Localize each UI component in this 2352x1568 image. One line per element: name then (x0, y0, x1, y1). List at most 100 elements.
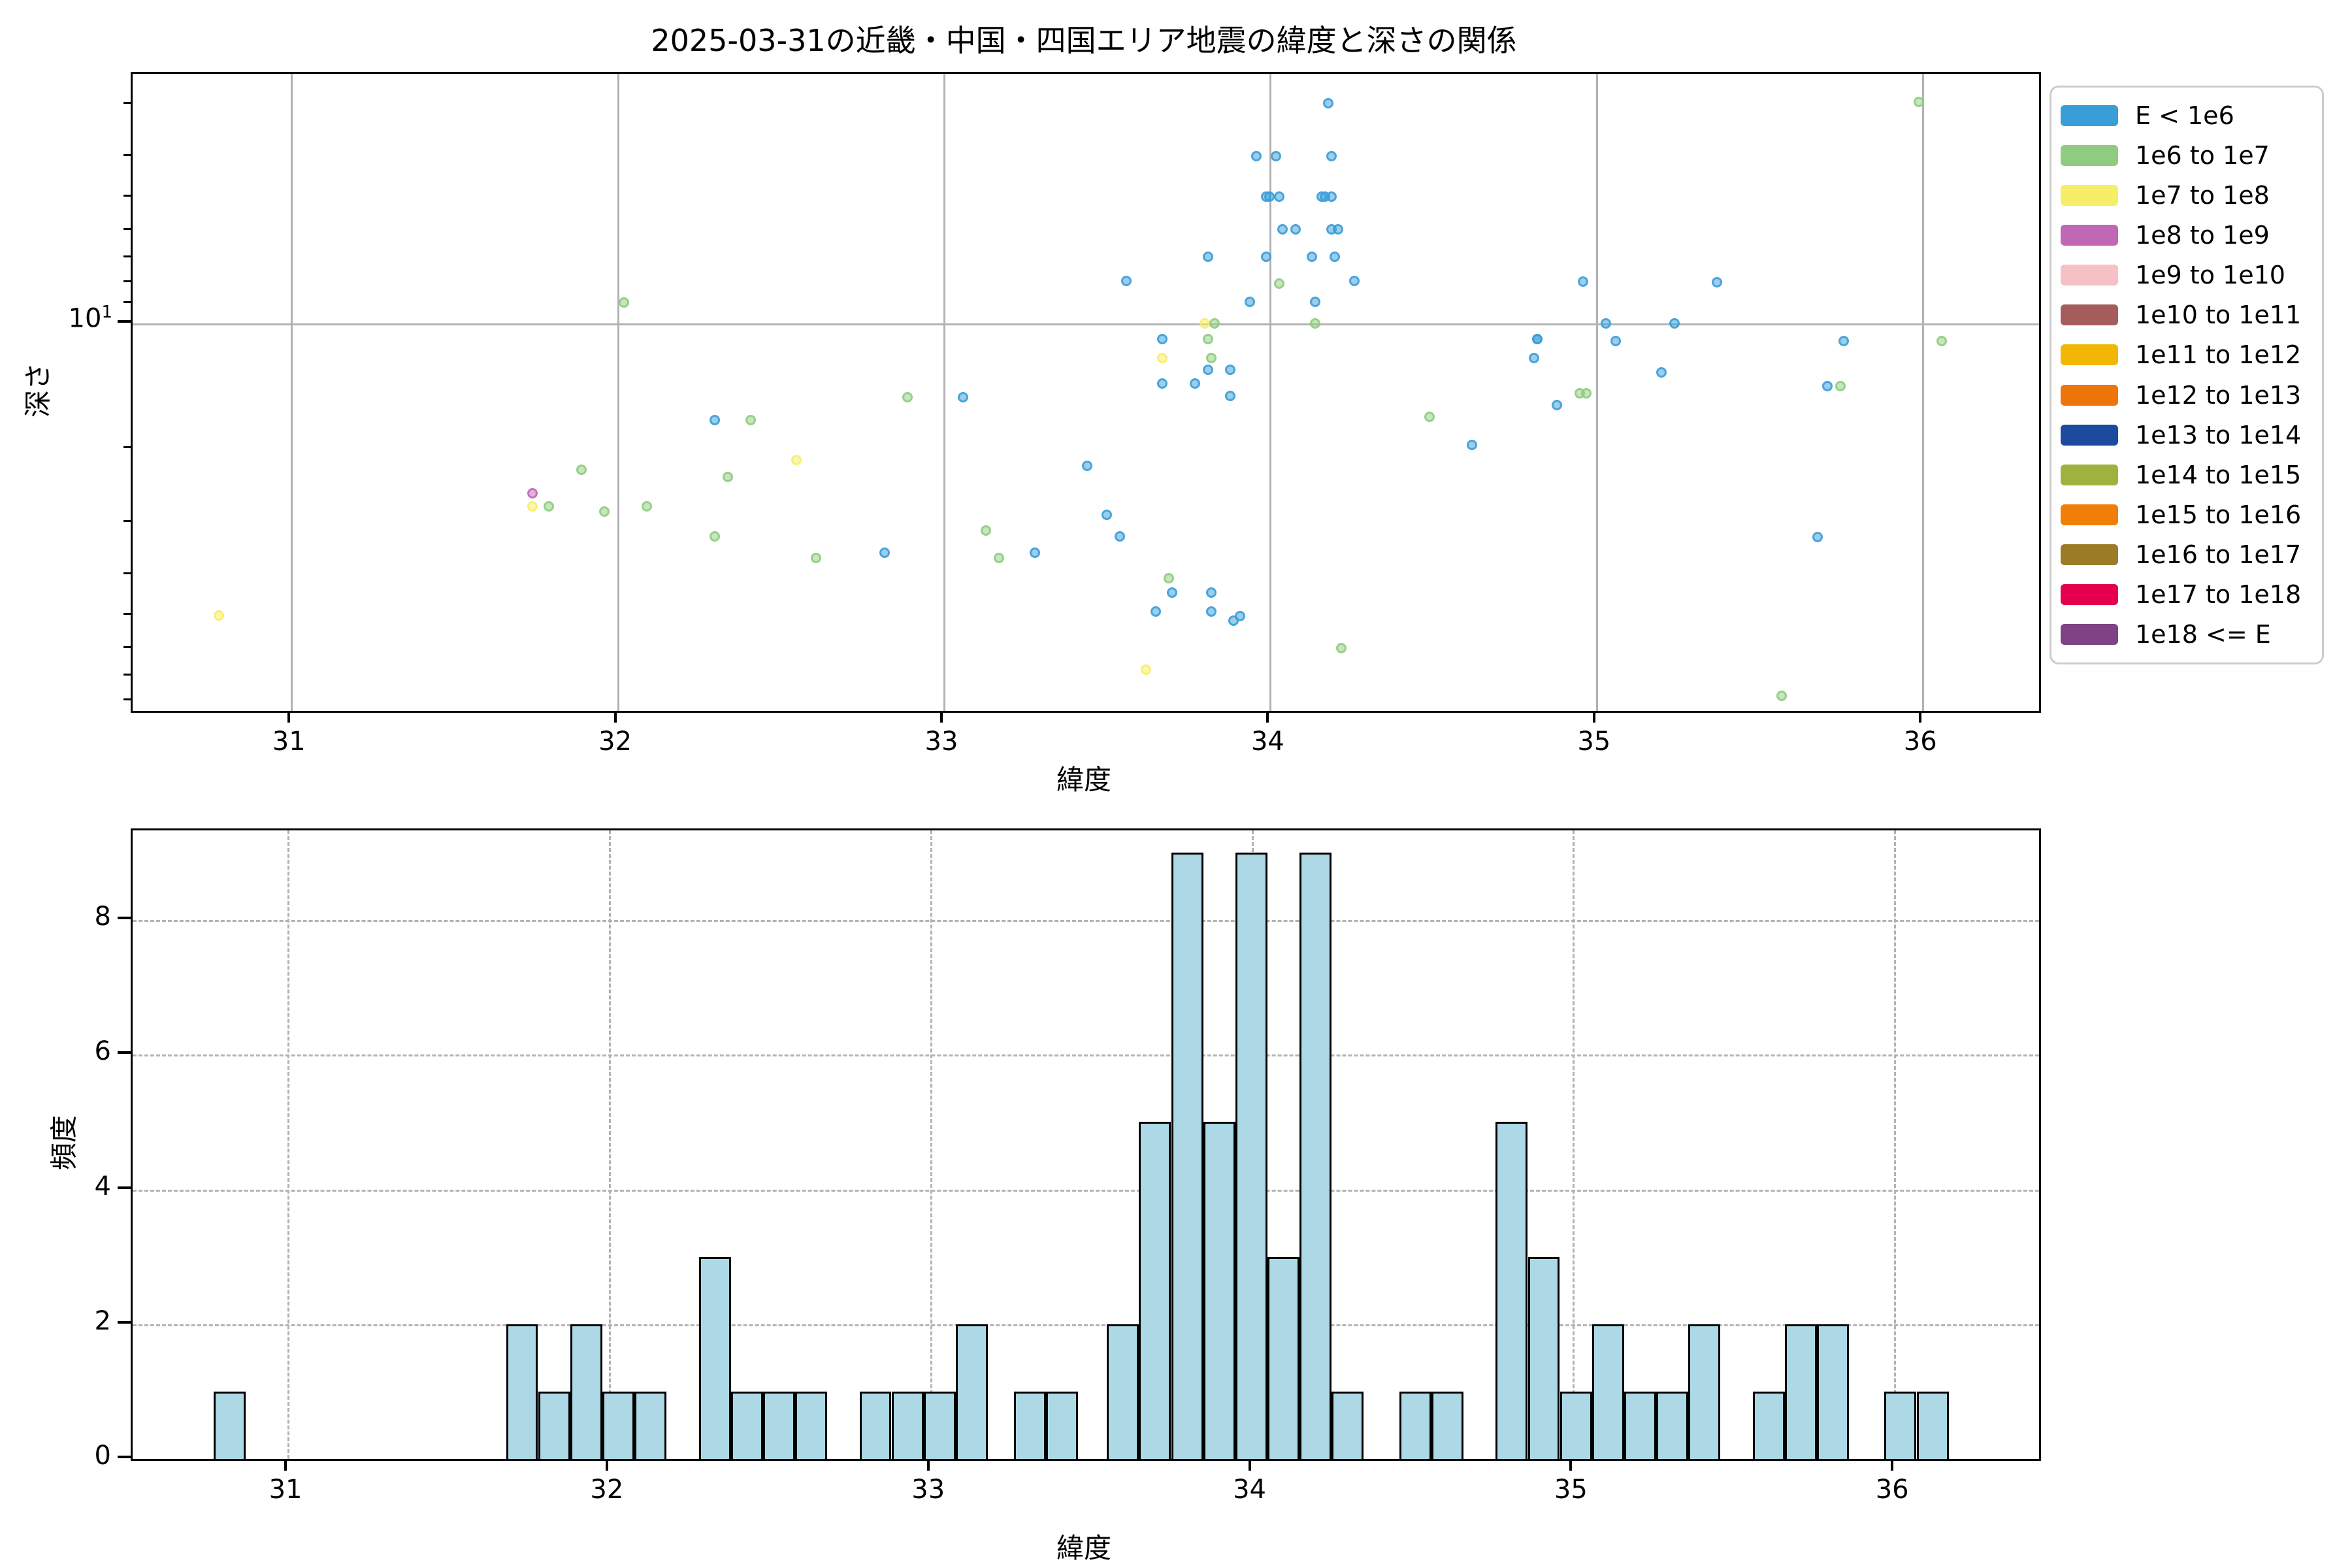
scatter-point (1776, 691, 1788, 702)
legend-entry: 1e12 to 1e13 (2051, 381, 2322, 410)
tick-mark (123, 519, 131, 522)
scatter-plot (131, 72, 2041, 713)
histogram-bar (1624, 1391, 1656, 1459)
histogram-plot (131, 828, 2041, 1461)
histogram-gridline (1573, 830, 1575, 1459)
histogram-bar (1171, 853, 1203, 1459)
histogram-bar (506, 1324, 538, 1459)
scatter-point (1812, 531, 1823, 542)
histogram-ytick-label: 4 (94, 1171, 111, 1201)
tick-mark (118, 1186, 131, 1189)
histogram-bar (1299, 853, 1332, 1459)
histogram-bar (1916, 1391, 1949, 1459)
scatter-point (723, 472, 734, 483)
tick-mark (118, 320, 131, 323)
scatter-point (1081, 460, 1092, 471)
histogram-bar (1267, 1256, 1300, 1459)
legend-entry-label: 1e7 to 1e8 (2135, 180, 2270, 210)
scatter-point (576, 465, 587, 476)
histogram-bar (1203, 1122, 1235, 1459)
legend-entry-label: 1e13 to 1e14 (2135, 420, 2302, 449)
histogram-bar (1560, 1391, 1592, 1459)
scatter-point (1310, 297, 1321, 308)
scatter-point (641, 501, 652, 512)
scatter-point (1205, 606, 1217, 617)
scatter-point (1163, 573, 1174, 584)
tick-mark (123, 194, 131, 197)
histogram-xtick-label: 34 (1233, 1475, 1266, 1505)
tick-mark (118, 1051, 131, 1054)
legend-entry: 1e6 to 1e7 (2051, 141, 2322, 170)
scatter-point (1467, 439, 1478, 450)
legend-swatch (2061, 105, 2118, 126)
tick-mark (123, 698, 131, 700)
histogram-bar (698, 1256, 731, 1459)
tick-mark (123, 674, 131, 676)
histogram-bar (570, 1324, 602, 1459)
tick-mark (284, 1459, 287, 1471)
scatter-point (1264, 191, 1275, 203)
scatter-point (1326, 150, 1337, 161)
scatter-point (1202, 252, 1213, 263)
histogram-bar (923, 1391, 956, 1459)
tick-mark (123, 301, 131, 304)
histogram-bar (1688, 1324, 1721, 1459)
histogram-ytick-label: 8 (94, 902, 111, 932)
scatter-point (710, 414, 721, 425)
legend-entry-label: 1e10 to 1e11 (2135, 301, 2302, 330)
scatter-point (1245, 297, 1256, 308)
histogram-xtick-label: 35 (1554, 1475, 1588, 1505)
scatter-point (1209, 318, 1220, 329)
histogram-ytick-label: 6 (94, 1036, 111, 1067)
tick-mark (123, 612, 131, 615)
tick-mark (1266, 711, 1269, 723)
scatter-point (543, 501, 554, 512)
histogram-bar (1884, 1391, 1917, 1459)
scatter-gridline (291, 74, 293, 711)
histogram-bar (859, 1391, 892, 1459)
scatter-point (710, 531, 721, 542)
scatter-point (902, 391, 913, 402)
histogram-bar (1013, 1391, 1046, 1459)
histogram-bar (891, 1391, 924, 1459)
histogram-y-axis-label: 頻度 (48, 1115, 80, 1171)
tick-mark (926, 1459, 930, 1471)
legend-swatch (2061, 344, 2118, 366)
scatter-ytick-label: 101 (68, 302, 112, 334)
legend-entry: 1e18 <= E (2051, 620, 2322, 649)
histogram-bar (1431, 1391, 1463, 1459)
scatter-xtick-label: 32 (598, 727, 632, 757)
scatter-point (1326, 191, 1337, 203)
scatter-xtick-label: 35 (1577, 727, 1611, 757)
legend-entry: 1e16 to 1e17 (2051, 540, 2322, 569)
legend-swatch (2061, 144, 2118, 166)
tick-mark (123, 280, 131, 282)
scatter-point (1838, 335, 1850, 346)
legend-swatch (2061, 504, 2118, 525)
tick-mark (287, 711, 291, 723)
scatter-point (1235, 611, 1246, 622)
legend-swatch (2061, 424, 2118, 446)
histogram-bar (1592, 1324, 1624, 1459)
tick-mark (123, 255, 131, 258)
histogram-bar (730, 1391, 763, 1459)
scatter-point (1101, 510, 1112, 521)
chart-title: 2025-03-31の近畿・中国・四国エリア地震の緯度と深さの関係 (651, 23, 1517, 58)
tick-mark (613, 711, 617, 723)
legend-entry-label: 1e18 <= E (2135, 620, 2271, 649)
histogram-gridline (133, 920, 2039, 923)
histogram-xtick-label: 31 (269, 1475, 302, 1505)
histogram-gridline (133, 1189, 2039, 1192)
scatter-xtick-label: 36 (1903, 727, 1937, 757)
tick-mark (123, 227, 131, 230)
tick-mark (1569, 1459, 1573, 1471)
scatter-point (1936, 335, 1948, 346)
scatter-xtick-label: 31 (272, 727, 306, 757)
legend-entry-label: 1e17 to 1e18 (2135, 580, 2302, 610)
scatter-point (791, 454, 802, 465)
histogram-gridline (133, 1324, 2039, 1326)
legend-entry: E < 1e6 (2051, 101, 2322, 130)
histogram-bar (1331, 1391, 1364, 1459)
legend-swatch (2061, 304, 2118, 326)
scatter-point (1189, 378, 1200, 389)
